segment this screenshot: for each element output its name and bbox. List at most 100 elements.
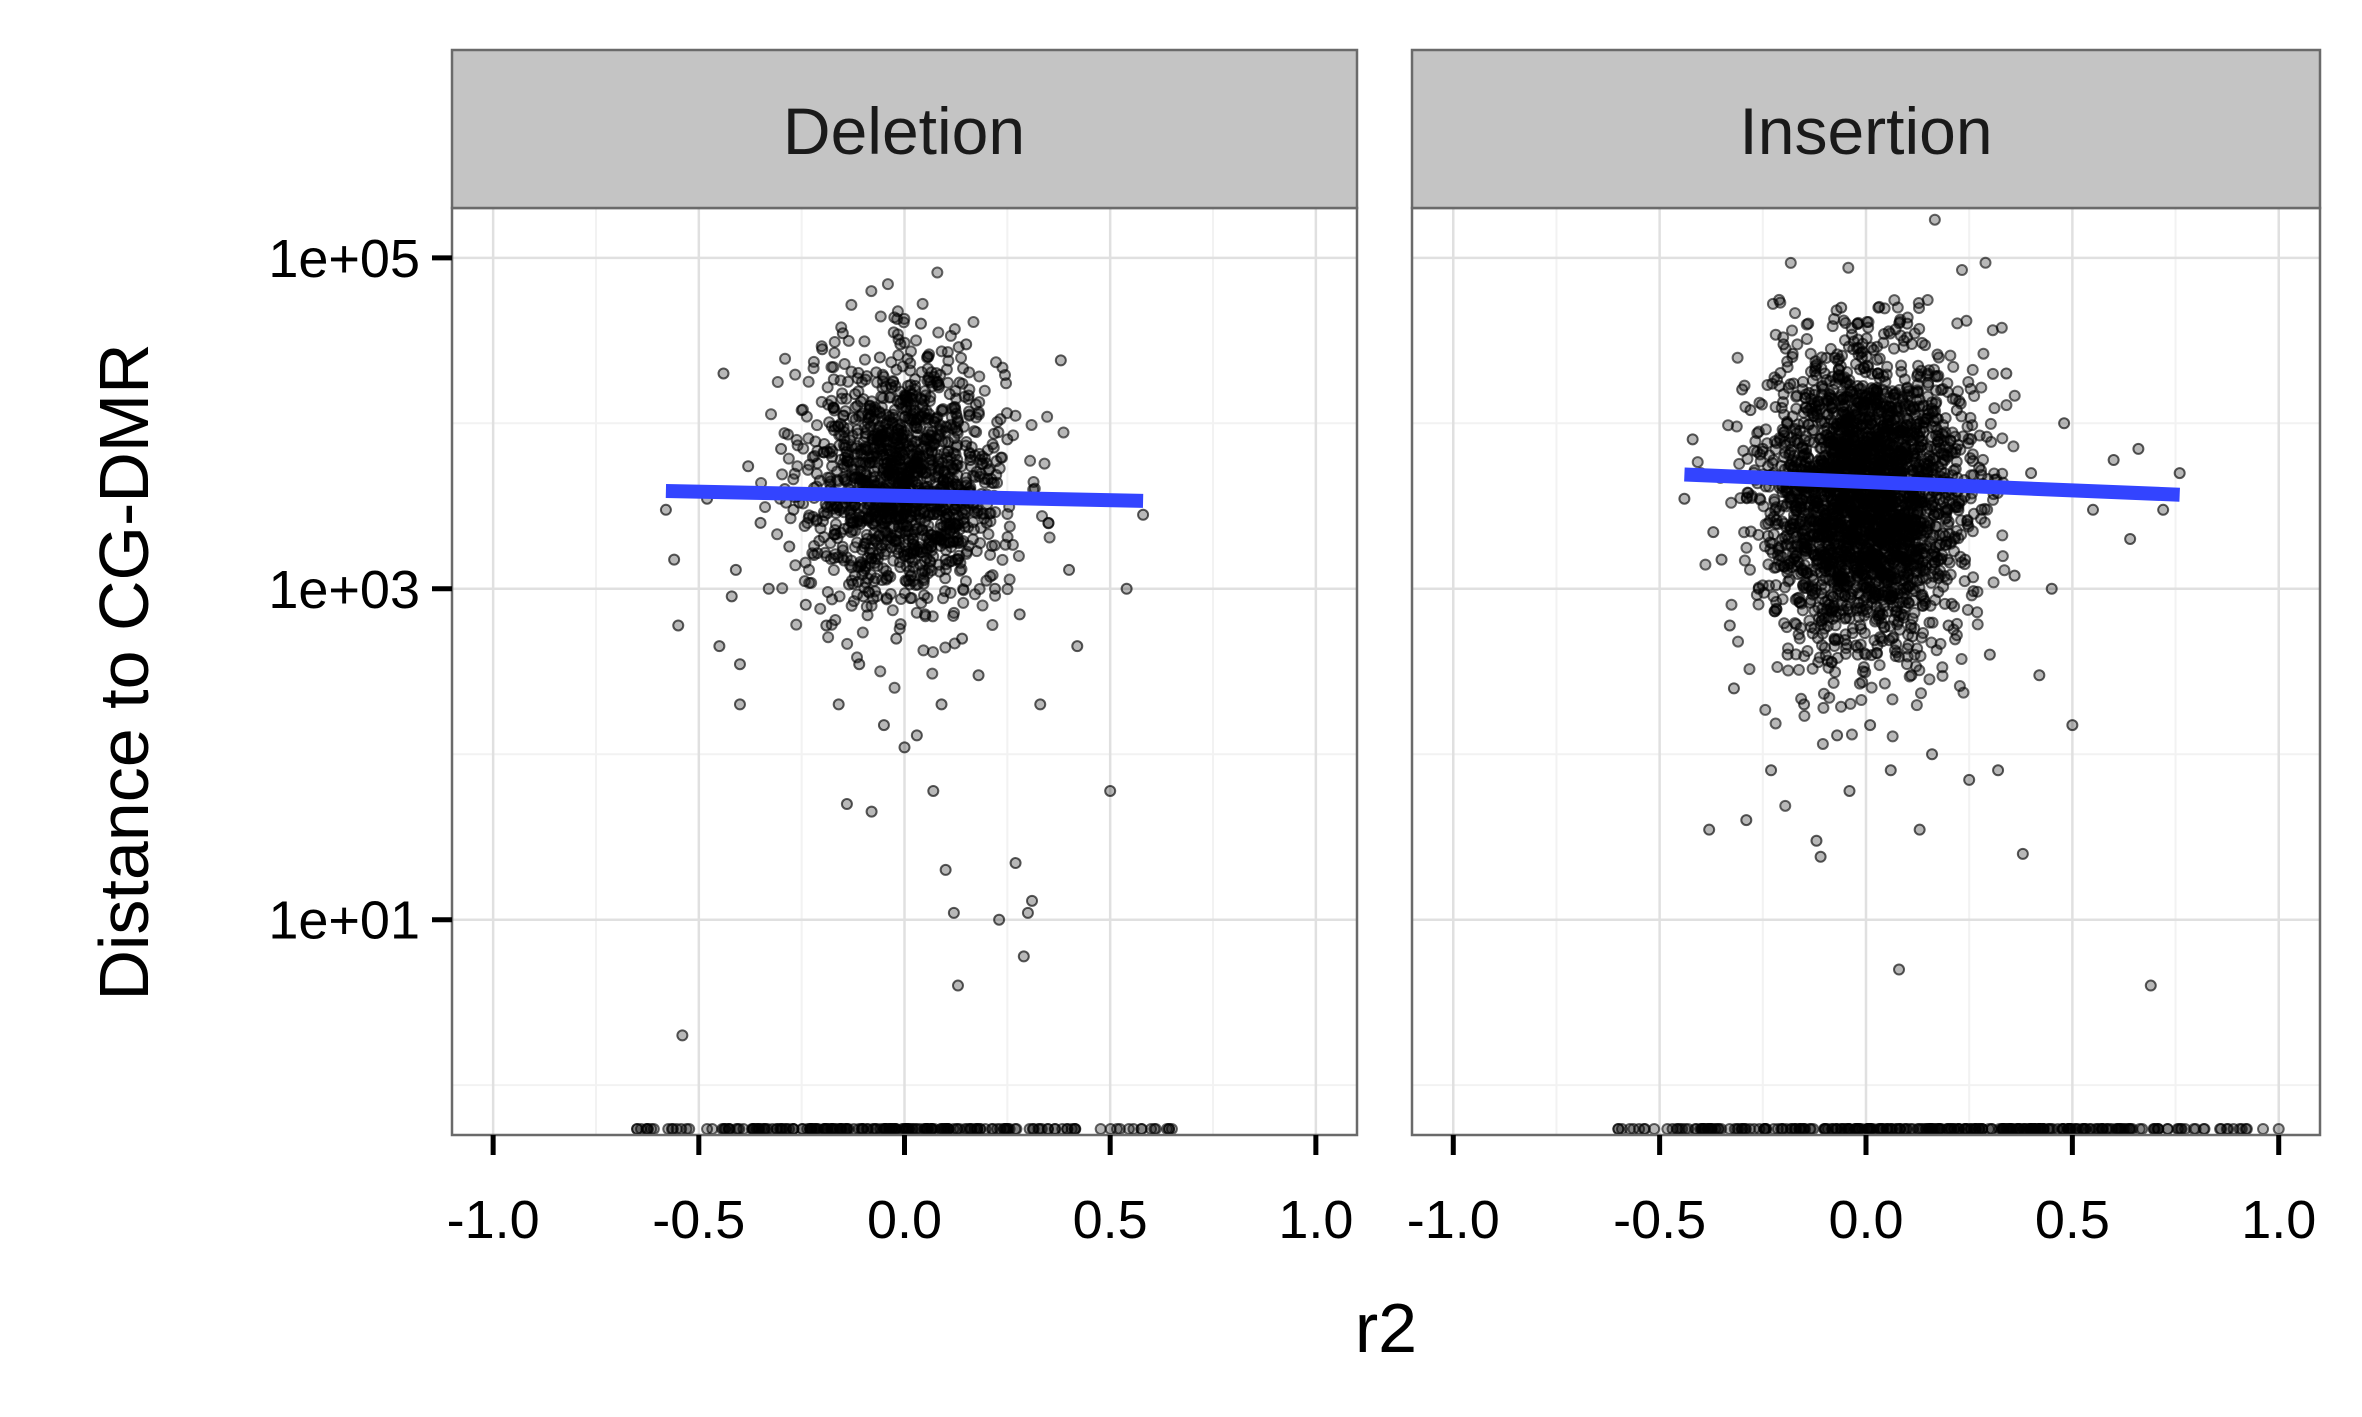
data-point <box>1703 823 1716 836</box>
data-point <box>1767 454 1780 467</box>
data-point <box>1034 698 1047 711</box>
data-point <box>781 428 794 441</box>
data-point <box>1865 341 1878 354</box>
data-point <box>1962 375 1975 388</box>
data-point <box>1957 686 1970 699</box>
data-point <box>1902 491 1915 504</box>
x-tick-label: -0.5 <box>652 1190 745 1250</box>
data-point <box>816 343 829 356</box>
data-point <box>1003 573 1016 586</box>
data-point <box>1921 367 1934 380</box>
data-point <box>942 354 955 367</box>
data-point <box>1859 366 1872 379</box>
data-point <box>928 416 941 429</box>
data-point <box>814 602 827 615</box>
data-point <box>1798 524 1811 537</box>
data-point <box>951 979 964 992</box>
data-point <box>859 537 872 550</box>
data-point <box>1930 644 1943 657</box>
x-tick-label: 0.5 <box>1073 1190 1148 1250</box>
data-point <box>1012 550 1025 563</box>
data-point <box>947 906 960 919</box>
data-point <box>1120 582 1133 595</box>
data-point <box>1879 529 1892 542</box>
data-point <box>860 600 873 613</box>
data-point <box>986 569 999 582</box>
data-point <box>948 323 961 336</box>
data-point <box>1027 475 1040 488</box>
data-point-zero <box>1874 1123 1887 1135</box>
data-point-zero <box>2096 1123 2109 1135</box>
data-point <box>2132 442 2145 455</box>
data-point <box>908 543 921 556</box>
data-point <box>839 439 852 452</box>
data-point <box>921 351 934 364</box>
data-point <box>789 368 802 381</box>
data-point <box>1788 508 1801 521</box>
data-point <box>832 698 845 711</box>
data-point <box>1024 454 1037 467</box>
data-point <box>1831 443 1844 456</box>
data-point-zero <box>1122 1123 1135 1135</box>
data-point <box>970 411 983 424</box>
data-point <box>802 563 815 576</box>
data-point <box>992 426 1005 439</box>
data-point <box>1791 560 1804 573</box>
data-point <box>1699 558 1712 571</box>
data-point <box>957 583 970 596</box>
data-point <box>1923 616 1936 629</box>
data-point <box>1878 327 1891 340</box>
data-point <box>1876 608 1889 621</box>
data-point <box>1791 338 1804 351</box>
data-point <box>1932 351 1945 364</box>
data-point-zero <box>1732 1123 1745 1135</box>
data-point <box>1691 456 1704 469</box>
data-point <box>1950 404 1963 417</box>
data-point <box>802 512 815 525</box>
data-point <box>1867 439 1880 452</box>
data-point <box>898 741 911 754</box>
data-point <box>1915 631 1928 644</box>
data-point <box>1845 728 1858 741</box>
data-point <box>1001 433 1014 446</box>
data-point <box>1796 604 1809 617</box>
data-point <box>1915 687 1928 700</box>
data-point <box>1812 656 1825 669</box>
data-point-zero <box>890 1123 903 1135</box>
data-point <box>874 665 887 678</box>
data-point <box>1971 618 1984 631</box>
data-point <box>836 327 849 340</box>
data-point <box>910 334 923 347</box>
data-point <box>1811 632 1824 645</box>
x-tick-label: -1.0 <box>447 1190 540 1250</box>
data-point <box>845 365 858 378</box>
data-point <box>845 561 858 574</box>
data-point <box>867 450 880 463</box>
data-point <box>846 411 859 424</box>
data-point <box>1909 442 1922 455</box>
x-tick-label: 1.0 <box>1278 1190 1353 1250</box>
data-point <box>1786 347 1799 360</box>
data-point <box>1880 573 1893 586</box>
data-point <box>1902 521 1915 534</box>
data-point <box>1792 663 1805 676</box>
data-point <box>1987 576 2000 589</box>
data-point <box>1870 647 1883 660</box>
data-point <box>926 646 939 659</box>
data-point <box>874 310 887 323</box>
data-point <box>888 681 901 694</box>
data-point <box>1822 598 1835 611</box>
data-point <box>1897 557 1910 570</box>
data-point <box>810 419 823 432</box>
data-point-zero <box>2220 1123 2233 1135</box>
data-point <box>1738 526 1751 539</box>
data-point <box>1766 537 1779 550</box>
data-point <box>2008 389 2021 402</box>
data-point <box>1941 553 1954 566</box>
data-point <box>902 467 915 480</box>
x-tick-label: 0.5 <box>2035 1190 2110 1250</box>
data-point <box>939 863 952 876</box>
data-point <box>1855 694 1868 707</box>
data-point <box>1949 633 1962 646</box>
data-point <box>1898 454 1911 467</box>
